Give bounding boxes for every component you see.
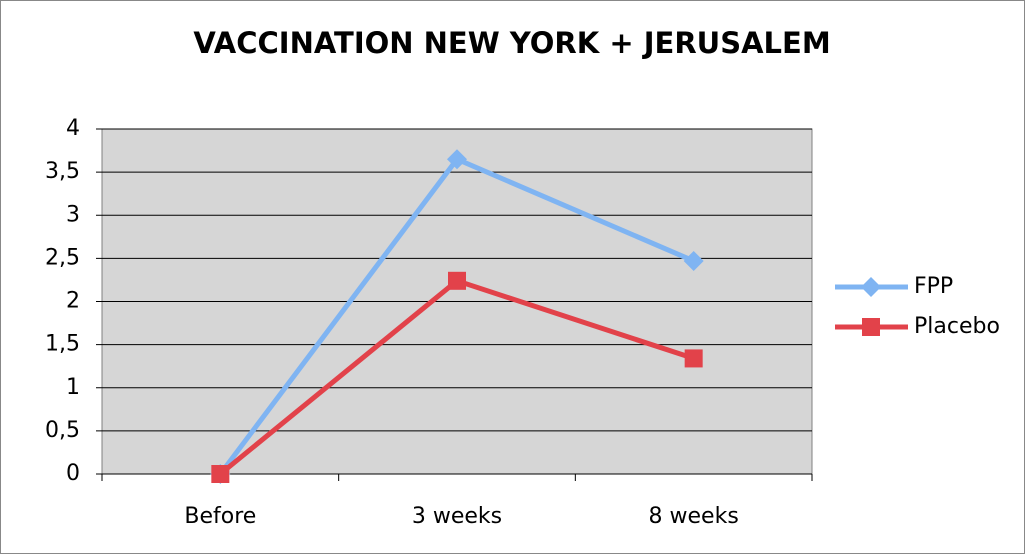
legend-marker <box>862 318 880 336</box>
legend-label: Placebo <box>914 314 1000 339</box>
y-tick-label: 0 <box>66 461 80 486</box>
x-tick-label: 8 weeks <box>649 504 739 529</box>
y-tick-label: 4 <box>66 116 80 141</box>
data-point <box>684 349 703 368</box>
legend-label: FPP <box>914 274 953 299</box>
y-tick-label: 3,5 <box>45 159 80 184</box>
data-point <box>211 465 230 483</box>
y-tick-label: 3 <box>66 202 80 227</box>
legend-marker <box>861 277 881 297</box>
y-tick-label: 2 <box>66 289 80 314</box>
y-tick-label: 1,5 <box>45 332 80 357</box>
data-point <box>447 149 467 170</box>
chart-title: VACCINATION NEW YORK + JERUSALEM <box>193 26 830 60</box>
data-point <box>448 271 466 290</box>
x-tick-label: 3 weeks <box>412 504 502 529</box>
y-tick-label: 2,5 <box>45 245 80 270</box>
y-tick-label: 1 <box>66 375 80 400</box>
y-tick-label: 0,5 <box>45 418 80 443</box>
x-tick-label: Before <box>184 504 256 529</box>
data-point <box>683 250 704 271</box>
